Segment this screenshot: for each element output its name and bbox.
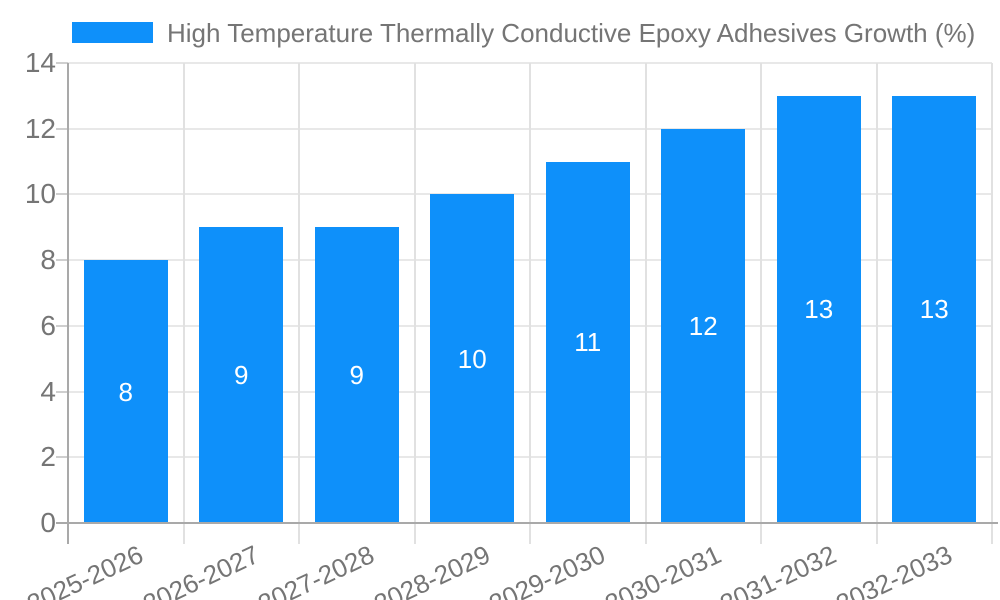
y-tick-label: 4: [40, 375, 56, 407]
v-gridline: [413, 63, 416, 544]
bar-value-label: 13: [804, 294, 834, 325]
bar: 9: [314, 227, 399, 523]
bar: 13: [892, 95, 977, 523]
y-tick: [56, 62, 68, 64]
bar-value-label: 8: [118, 376, 133, 407]
y-tick-label: 8: [40, 244, 56, 276]
v-gridline: [644, 63, 647, 544]
y-tick-label: 0: [40, 507, 56, 538]
y-tick: [56, 193, 68, 196]
bar-value-label: 12: [688, 310, 718, 341]
x-tick-label: 2026-2027: [138, 539, 264, 600]
y-tick: [56, 324, 68, 327]
x-tick-label: 2025-2026: [22, 539, 149, 600]
bar: 8: [83, 260, 168, 523]
y-tick-label: 6: [40, 309, 56, 341]
y-tick: [56, 127, 68, 130]
v-gridline: [991, 63, 993, 544]
y-tick-label: 14: [24, 47, 56, 78]
y-axis-line: [67, 63, 69, 544]
bar-value-label: 11: [574, 327, 602, 358]
x-tick-label: 2027-2028: [253, 539, 380, 600]
y-tick-label: 10: [24, 178, 56, 210]
y-tick: [56, 390, 68, 393]
x-tick-label: 2030-2031: [600, 539, 726, 600]
v-gridline: [875, 63, 878, 544]
bar: 9: [199, 227, 284, 523]
v-gridline: [182, 63, 185, 544]
bar-value-label: 9: [234, 360, 249, 391]
x-tick-label: 2029-2030: [484, 539, 611, 600]
bar: 12: [661, 128, 746, 523]
x-tick-label: 2031-2032: [715, 539, 842, 600]
bar-value-label: 10: [457, 343, 487, 374]
v-gridline: [760, 63, 762, 544]
x-tick-label: 2032-2033: [831, 539, 957, 600]
bar-value-label: 9: [349, 360, 364, 391]
legend-label: High Temperature Thermally Conductive Ep…: [167, 18, 976, 48]
bar: 11: [545, 161, 630, 523]
x-axis-line: [56, 522, 998, 524]
x-tick-label: 2028-2029: [369, 539, 495, 600]
y-tick: [56, 456, 68, 459]
legend-swatch: [72, 22, 153, 43]
v-gridline: [529, 63, 531, 544]
y-tick-label: 2: [40, 441, 56, 473]
y-tick-label: 12: [24, 112, 56, 144]
y-tick: [56, 259, 68, 262]
v-gridline: [298, 63, 300, 544]
bar-value-label: 13: [919, 294, 949, 325]
bar: 10: [430, 194, 515, 523]
bar: 13: [776, 95, 861, 523]
